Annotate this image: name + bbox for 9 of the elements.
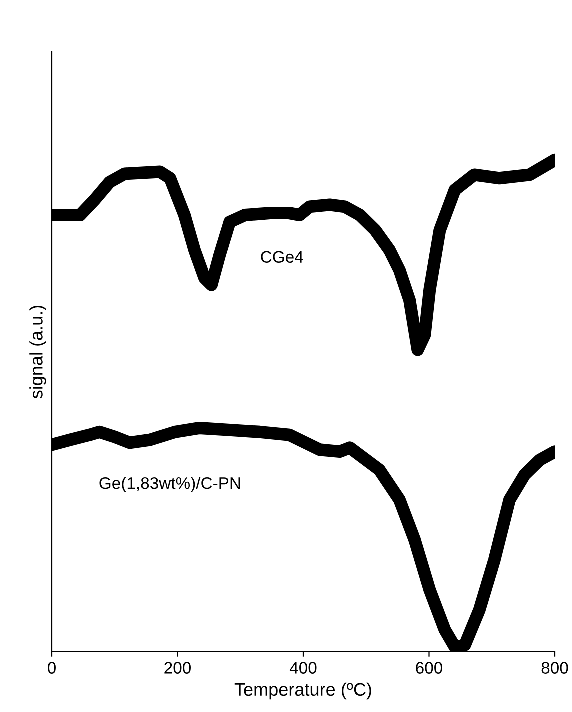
text: Ge(1,83wt%)/C-PN (100, 477, 240, 493)
x-tick-label: 0 (48, 662, 56, 674)
x-tick-label: 600 (416, 662, 443, 674)
y-axis-title: signal (a.u.) (30, 306, 46, 399)
x-tick-label: 800 (542, 662, 568, 674)
text: CGe4 (261, 251, 304, 264)
x-tick-label: 200 (164, 662, 192, 674)
x-axis-title: Temperature (ºC) (234, 682, 372, 700)
x-tick-label: 400 (290, 662, 317, 674)
